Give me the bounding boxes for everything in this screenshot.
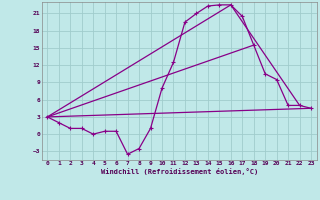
X-axis label: Windchill (Refroidissement éolien,°C): Windchill (Refroidissement éolien,°C): [100, 168, 258, 175]
